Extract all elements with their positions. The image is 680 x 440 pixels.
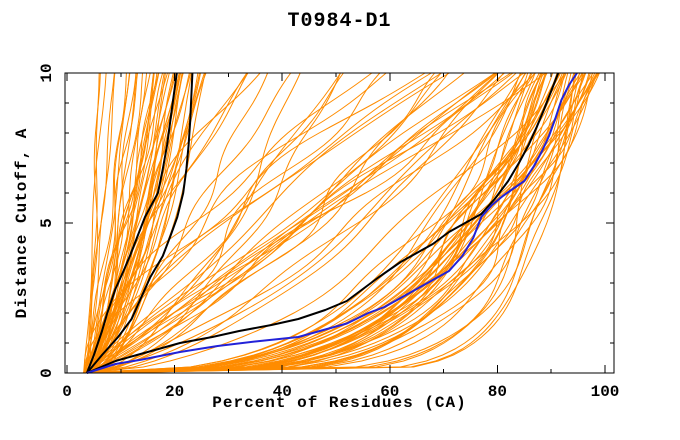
ensemble-curve <box>86 72 529 374</box>
ensemble-curve <box>88 72 101 374</box>
ensemble-curve <box>91 72 525 374</box>
ensemble-curve <box>83 72 546 374</box>
ensemble-curve <box>92 72 536 374</box>
ensemble-curve <box>90 72 248 374</box>
x-tick-label: 0 <box>62 383 72 401</box>
reference-model-blue-curve <box>86 72 578 374</box>
ensemble-curve <box>90 72 184 374</box>
ensemble-curve <box>91 72 341 374</box>
ensemble-curve <box>89 72 499 374</box>
ensemble-curve <box>92 72 576 374</box>
x-tick-label: 100 <box>591 383 620 401</box>
ensemble-curve <box>89 72 432 374</box>
x-tick-label: 40 <box>273 383 292 401</box>
ensemble-curve <box>92 72 344 374</box>
ensemble-curve <box>92 72 554 374</box>
ensemble-curve <box>84 72 522 374</box>
ensemble-curve <box>84 72 137 374</box>
ensemble-curve <box>89 72 497 374</box>
ensemble-curve <box>85 72 200 374</box>
ensemble-curve <box>91 72 543 374</box>
ensemble-curve <box>83 72 107 374</box>
ensemble-curve <box>86 72 598 374</box>
ensemble-curve <box>85 72 521 374</box>
ensemble-curve <box>87 72 560 374</box>
ensemble-curve <box>83 72 387 374</box>
highlighted-model-A-curve <box>85 72 178 374</box>
ensemble-curve <box>88 72 580 374</box>
ensemble-curve <box>93 72 569 374</box>
ensemble-curve <box>92 72 269 374</box>
ensemble-curve <box>89 72 465 374</box>
ensemble-curve <box>84 72 151 374</box>
x-tick-label: 80 <box>488 383 507 401</box>
ensemble-curve <box>86 72 566 374</box>
chart-title: T0984-D1 <box>287 10 392 33</box>
ensemble-curve <box>84 72 115 374</box>
ensemble-curve <box>83 72 517 374</box>
ensemble-curve <box>84 72 540 374</box>
ensemble-curve <box>90 72 565 374</box>
ensemble-curve <box>85 72 158 374</box>
ensemble-curve <box>85 72 130 374</box>
highlighted-model-B-curve <box>86 72 194 374</box>
x-tick-label: 60 <box>380 383 399 401</box>
ensemble-curve <box>83 72 565 374</box>
x-tick-label: 20 <box>165 383 184 401</box>
ensemble-curve <box>89 72 442 374</box>
y-tick-label: 5 <box>38 218 56 228</box>
ensemble-curve <box>89 72 292 374</box>
ensemble-curve <box>93 72 586 374</box>
ensemble-curve <box>92 72 577 374</box>
ensemble-curve <box>83 72 159 374</box>
ensemble-curve <box>90 72 504 374</box>
ensemble-curve <box>88 72 547 374</box>
ensemble-curve <box>83 72 373 374</box>
ensemble-curve <box>89 72 301 374</box>
ensemble-curve <box>86 72 249 374</box>
ensemble-curve <box>84 72 598 374</box>
ensemble-curve <box>92 72 561 374</box>
ensemble-curve <box>88 72 449 374</box>
ensemble-curve <box>92 72 193 374</box>
x-axis-label: Percent of Residues (CA) <box>212 394 467 412</box>
ensemble-curve <box>84 72 261 374</box>
ensemble-curve <box>84 72 341 374</box>
ensemble-curve <box>93 72 201 374</box>
ensemble-curve <box>84 72 584 374</box>
ensemble-curve <box>88 72 131 374</box>
highlighted-model-C-curve <box>86 72 560 374</box>
y-tick-label: 10 <box>38 63 56 82</box>
ensemble-curve <box>88 72 575 374</box>
y-tick-label: 0 <box>38 368 56 378</box>
ensemble-curve <box>85 72 584 374</box>
ensemble-curve <box>92 72 527 374</box>
ensemble-curve <box>83 72 442 374</box>
ensemble-curve <box>83 72 526 374</box>
ensemble-curve <box>83 72 381 374</box>
